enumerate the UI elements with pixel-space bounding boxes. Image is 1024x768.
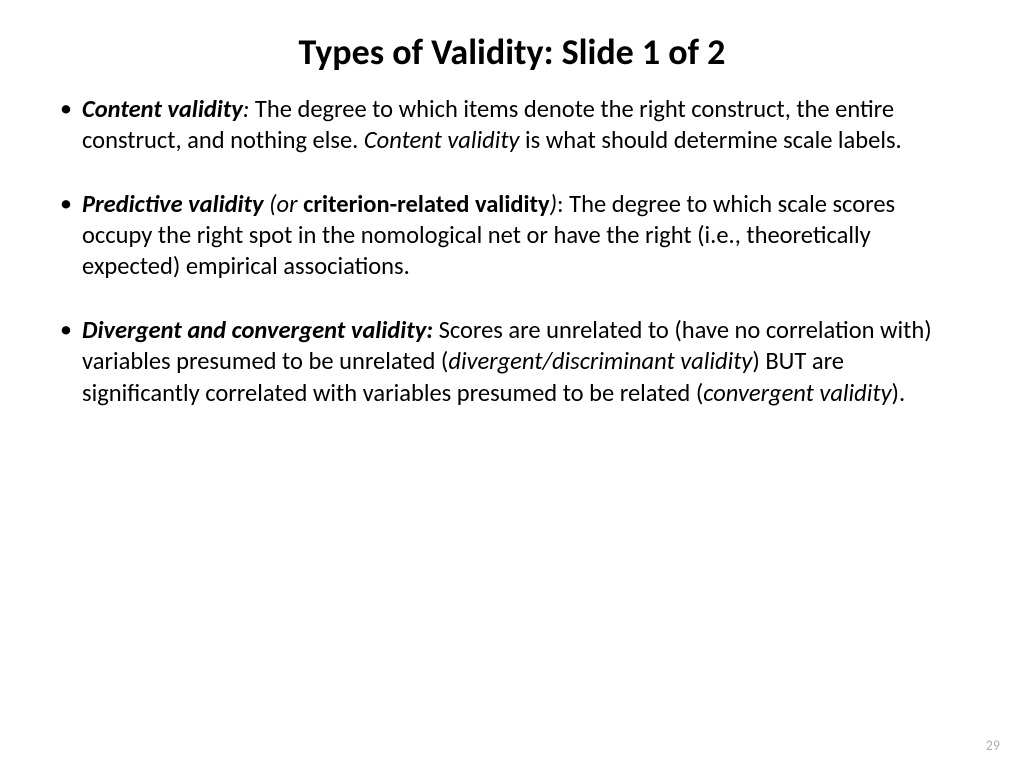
colon: : bbox=[557, 189, 569, 219]
emphasis: convergent validity bbox=[703, 378, 891, 408]
body-text: is what should determine scale labels. bbox=[520, 125, 902, 155]
term-alt: criterion-related validity bbox=[303, 189, 550, 219]
term: Content validity bbox=[82, 94, 243, 124]
paren: ) bbox=[550, 189, 557, 219]
bullet-content-validity: Content validity: The degree to which it… bbox=[60, 94, 964, 157]
emphasis: divergent/discriminant validity bbox=[448, 346, 752, 376]
bullet-predictive-validity: Predictive validity (or criterion-relate… bbox=[60, 189, 964, 283]
emphasis: Content validity bbox=[364, 125, 520, 155]
slide: Types of Validity: Slide 1 of 2 Content … bbox=[0, 0, 1024, 768]
body-text: ). bbox=[892, 378, 906, 408]
bullet-list: Content validity: The degree to which it… bbox=[60, 94, 964, 409]
page-number: 29 bbox=[986, 737, 1000, 754]
paren: (or bbox=[264, 189, 303, 219]
bullet-divergent-convergent: Divergent and convergent validity: Score… bbox=[60, 315, 964, 409]
term: Predictive validity bbox=[82, 189, 264, 219]
slide-title: Types of Validity: Slide 1 of 2 bbox=[60, 30, 964, 74]
term: Divergent and convergent validity: bbox=[82, 315, 433, 345]
